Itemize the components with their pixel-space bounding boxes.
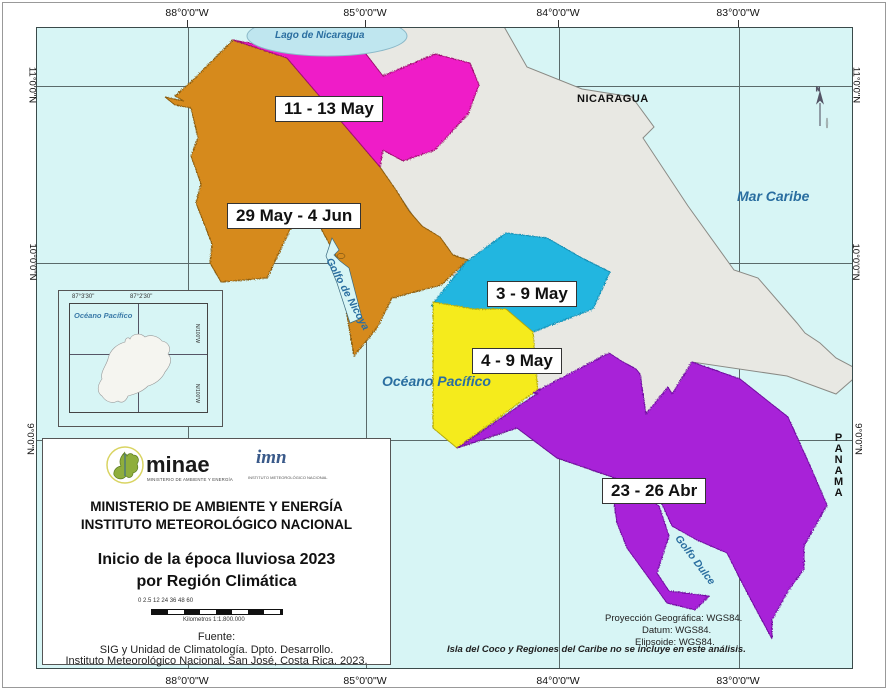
svg-text:N: N	[816, 87, 820, 93]
